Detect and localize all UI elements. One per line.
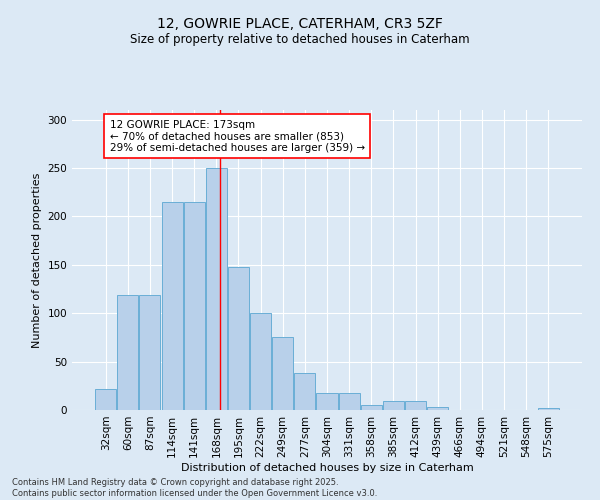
Bar — [383, 402, 404, 410]
Bar — [272, 338, 293, 410]
Bar — [427, 407, 448, 410]
Bar — [206, 168, 227, 410]
Text: Contains HM Land Registry data © Crown copyright and database right 2025.
Contai: Contains HM Land Registry data © Crown c… — [12, 478, 377, 498]
Bar — [184, 202, 205, 410]
Bar — [228, 267, 249, 410]
Bar — [316, 392, 338, 410]
Bar — [295, 373, 316, 410]
Bar — [405, 402, 426, 410]
Bar — [538, 408, 559, 410]
Bar — [95, 388, 116, 410]
Text: 12, GOWRIE PLACE, CATERHAM, CR3 5ZF: 12, GOWRIE PLACE, CATERHAM, CR3 5ZF — [157, 18, 443, 32]
Bar — [338, 392, 359, 410]
Bar — [139, 295, 160, 410]
Bar — [361, 405, 382, 410]
Y-axis label: Number of detached properties: Number of detached properties — [32, 172, 42, 348]
Text: Size of property relative to detached houses in Caterham: Size of property relative to detached ho… — [130, 32, 470, 46]
Text: 12 GOWRIE PLACE: 173sqm
← 70% of detached houses are smaller (853)
29% of semi-d: 12 GOWRIE PLACE: 173sqm ← 70% of detache… — [110, 120, 365, 153]
Bar — [250, 313, 271, 410]
Bar — [118, 295, 139, 410]
X-axis label: Distribution of detached houses by size in Caterham: Distribution of detached houses by size … — [181, 462, 473, 472]
Bar — [161, 202, 182, 410]
